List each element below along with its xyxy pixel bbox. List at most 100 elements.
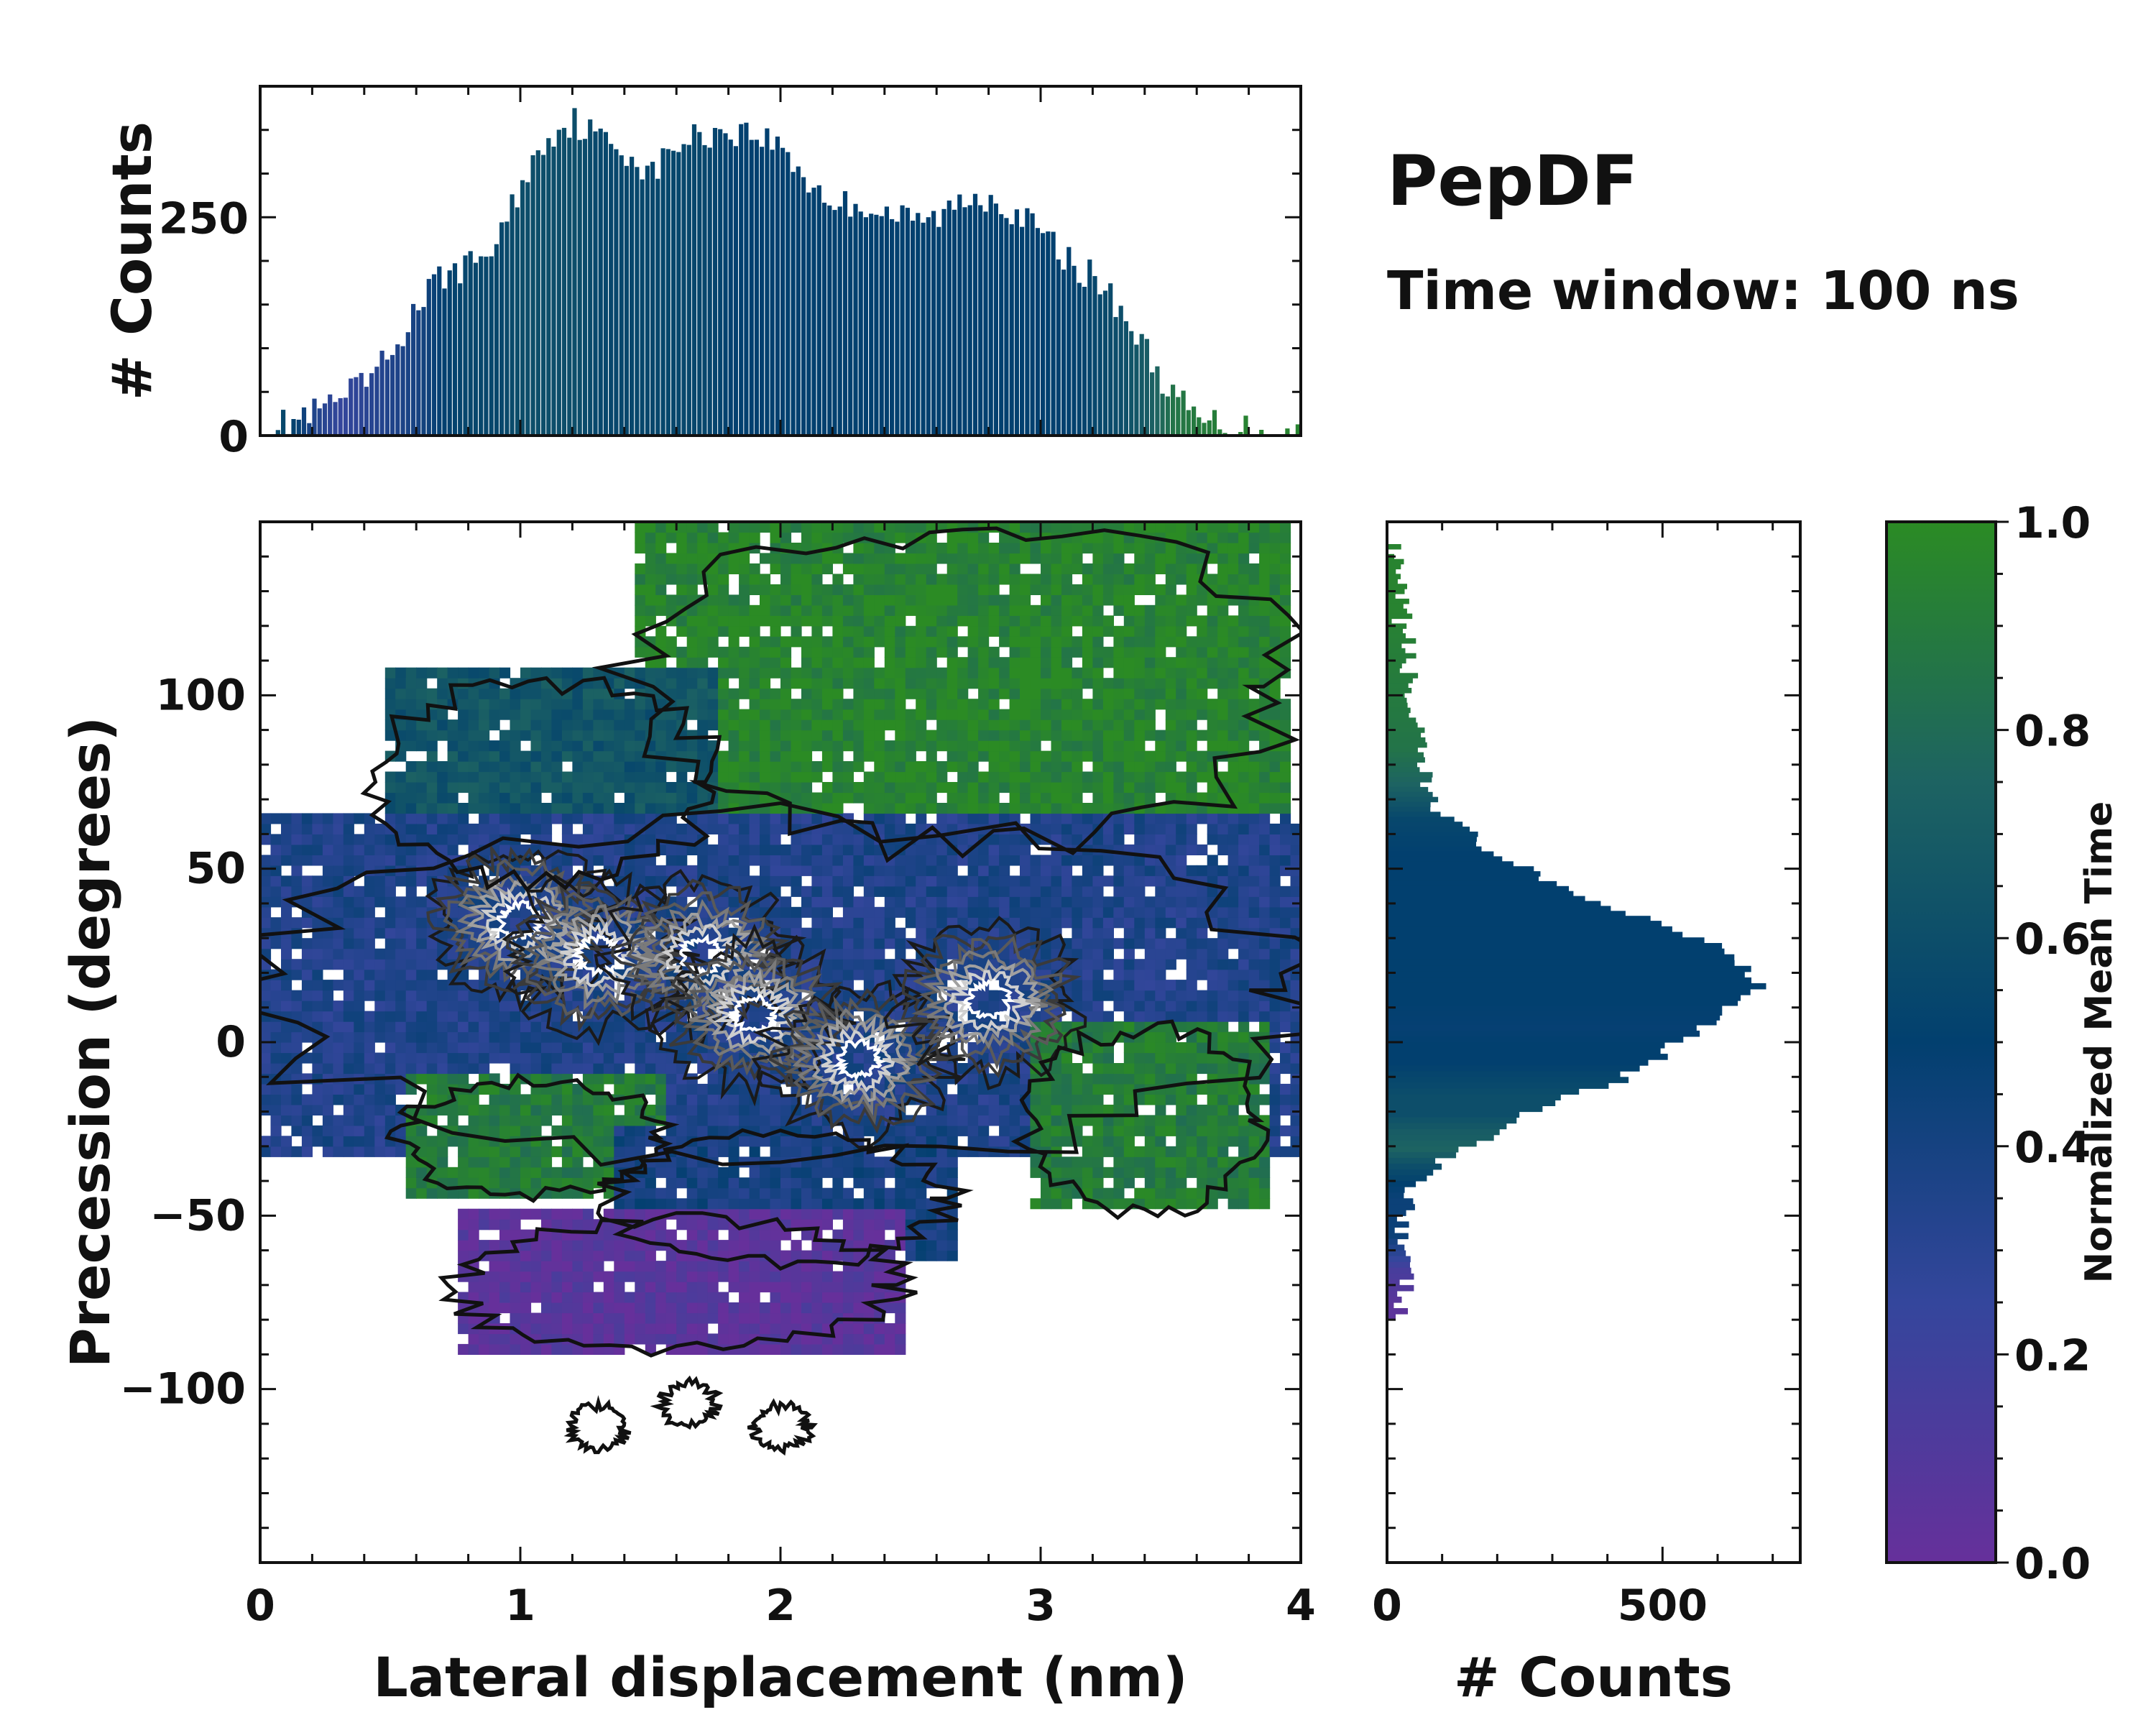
heatmap-cell [1072,948,1083,960]
heatmap-cell [635,782,646,794]
heatmap-cell [645,563,656,574]
heatmap-cell [832,1343,844,1355]
heatmap-cell [895,1167,906,1178]
heatmap-cell [1009,750,1021,762]
heatmap-cell [853,667,865,678]
heatmap-cell [1113,865,1125,876]
heatmap-cell [999,657,1010,668]
heatmap-cell [874,1333,885,1345]
heatmap-cell [1009,553,1021,564]
heatmap-cell [655,678,667,689]
heatmap-cell [520,1063,532,1075]
heatmap-cell [384,855,396,866]
heatmap-cell [853,678,865,689]
heatmap-cell [999,574,1010,585]
heatmap-cell [884,750,895,762]
heatmap-cell [739,865,750,876]
heatmap-cell [1092,750,1104,762]
heatmap-cell [728,792,740,804]
heatmap-cell [957,543,969,554]
heatmap-cell [791,844,802,855]
heatmap-cell [1061,750,1073,762]
heatmap-cell [426,740,438,752]
heatmap-cell [426,1136,438,1147]
heatmap-cell [603,1052,614,1064]
heatmap-cell [426,771,438,783]
heatmap-cell [291,865,303,876]
heatmap-cell [874,740,885,752]
heatmap-cell [1082,886,1093,897]
heatmap-cell [551,792,563,804]
heatmap-cell [936,1146,948,1157]
heatmap-cell [957,792,969,804]
heatmap-cell [561,1302,573,1314]
heatmap-cell [1113,1104,1125,1116]
heatmap-cell [1051,792,1062,804]
heatmap-cell [978,990,990,1001]
heatmap-cell [1082,750,1093,762]
heatmap-cell [447,834,459,845]
heatmap-cell [863,740,875,752]
heatmap-cell [770,1229,781,1241]
heatmap-cell [665,844,677,855]
heatmap-cell [1082,625,1093,637]
heatmap-cell [1092,990,1104,1001]
heatmap-cell [884,792,895,804]
heatmap-cell [916,792,927,804]
heatmap-cell [384,1094,396,1105]
heatmap-cell [842,927,854,939]
heatmap-cell [811,553,823,564]
heatmap-cell [916,1115,927,1126]
heatmap-cell [884,678,895,689]
heatmap-cell [874,625,885,637]
heatmap-cell [645,1229,656,1241]
heatmap-cell [479,740,490,752]
heatmap-cell [447,803,459,814]
heatmap-cell [707,1292,719,1303]
heatmap-cell [749,1146,760,1157]
heatmap-cell [1041,865,1052,876]
heatmap-cell [312,875,323,887]
heatmap-cell [1061,782,1073,794]
heatmap-cell [520,1343,532,1355]
heatmap-cell [946,1177,958,1189]
heatmap-cell [707,1261,719,1272]
heatmap-cell [364,1083,375,1095]
heatmap-cell [946,803,958,814]
heatmap-cell [593,1136,604,1147]
heatmap-cell [739,1094,750,1105]
heatmap-cell [530,1156,542,1168]
heatmap-cell [614,1240,625,1251]
heatmap-cell [624,709,635,720]
heatmap-cell [572,1312,584,1324]
heatmap-cell [582,699,594,710]
heatmap-cell [551,709,563,720]
heatmap-cell [447,1177,459,1189]
heatmap-cell [791,1187,802,1199]
heatmap-cell [301,948,313,960]
heatmap-cell [863,1333,875,1345]
heatmap-cell [863,574,875,585]
heatmap-cell [821,927,833,939]
heatmap-cell [1072,803,1083,814]
heatmap-cell [281,1000,292,1012]
heatmap-cell [926,574,937,585]
heatmap-cell [405,1125,417,1136]
heatmap-cell [697,1302,709,1314]
heatmap-cell [333,1031,344,1043]
heatmap-cell [333,1094,344,1105]
heatmap-cell [312,1083,323,1095]
heatmap-cell [447,1136,459,1147]
heatmap-cell [301,980,313,991]
heatmap-cell [447,740,459,752]
heatmap-cell [635,563,646,574]
heatmap-cell [1092,543,1104,554]
heatmap-cell [437,1073,448,1085]
heatmap-cell [614,1261,625,1272]
heatmap-cell [530,1052,542,1064]
heatmap-cell [468,740,479,752]
heatmap-cell [988,615,1000,627]
heatmap-cell [874,865,885,876]
heatmap-cell [811,1208,823,1220]
heatmap-cell [957,709,969,720]
